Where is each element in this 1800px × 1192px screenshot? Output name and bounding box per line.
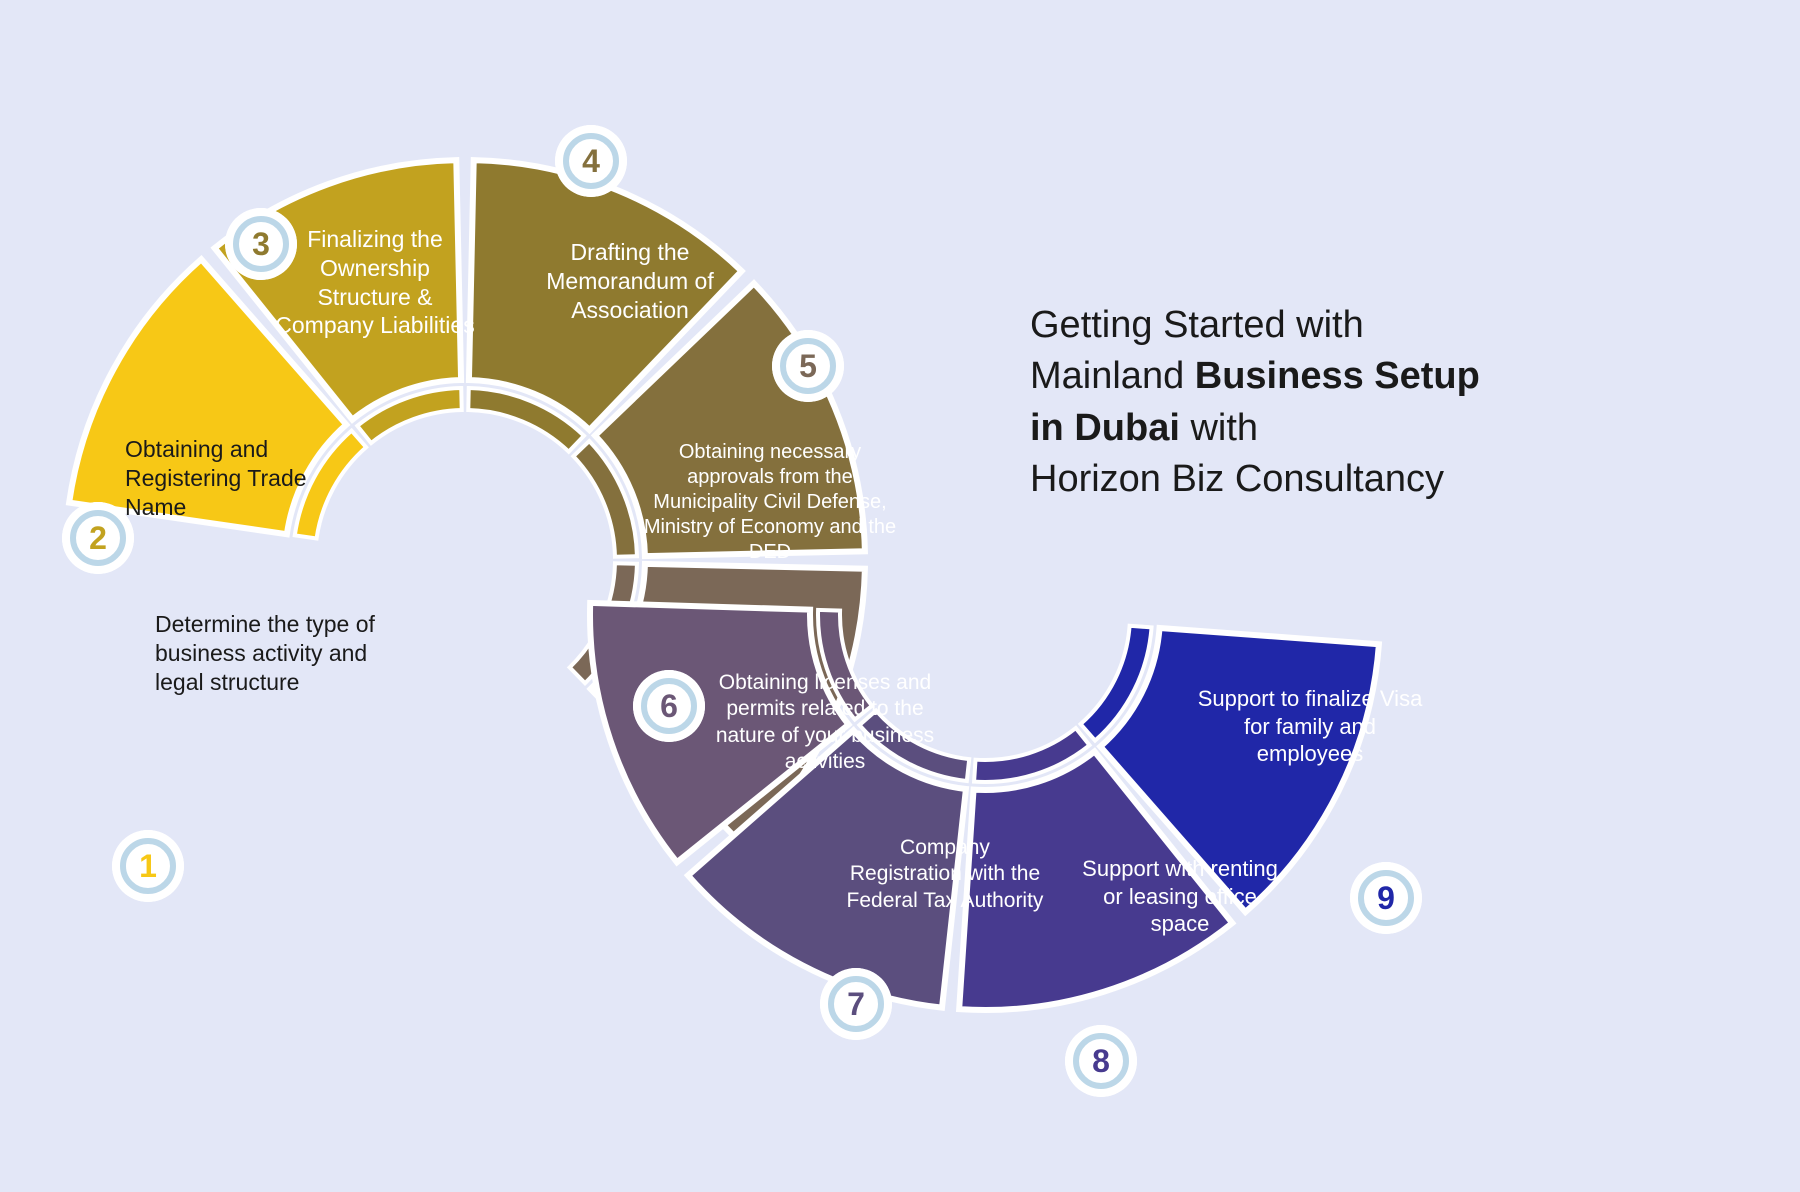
title-line4: Horizon Biz Consultancy — [1030, 458, 1444, 500]
step-badge-1: 1 — [112, 830, 184, 902]
step-badge-2: 2 — [62, 502, 134, 574]
step-badge-5: 5 — [772, 330, 844, 402]
step-badge-3: 3 — [225, 208, 297, 280]
step-badge-8: 8 — [1065, 1025, 1137, 1097]
step-badge-7: 7 — [820, 968, 892, 1040]
title-line2a: Mainland — [1030, 355, 1195, 397]
step-badge-number-5: 5 — [799, 348, 817, 385]
step-badge-number-3: 3 — [252, 226, 270, 263]
title-block: Getting Started with Mainland Business S… — [1030, 300, 1480, 505]
step-badge-9: 9 — [1350, 862, 1422, 934]
step-badge-number-7: 7 — [847, 986, 865, 1023]
infographic-canvas: Getting Started with Mainland Business S… — [0, 0, 1800, 1192]
step-badge-number-1: 1 — [139, 848, 157, 885]
title-line3b: with — [1190, 407, 1258, 449]
title-line2b: Business Setup — [1195, 355, 1480, 397]
title-line3a: in Dubai — [1030, 407, 1190, 449]
step-badge-6: 6 — [633, 670, 705, 742]
step-badge-number-8: 8 — [1092, 1043, 1110, 1080]
step-badge-number-4: 4 — [582, 143, 600, 180]
step-badge-4: 4 — [555, 125, 627, 197]
step-badge-number-6: 6 — [660, 688, 678, 725]
title-line1: Getting Started with — [1030, 304, 1364, 346]
arc-svg — [0, 0, 1800, 1192]
step-badge-number-2: 2 — [89, 520, 107, 557]
step-badge-number-9: 9 — [1377, 880, 1395, 917]
